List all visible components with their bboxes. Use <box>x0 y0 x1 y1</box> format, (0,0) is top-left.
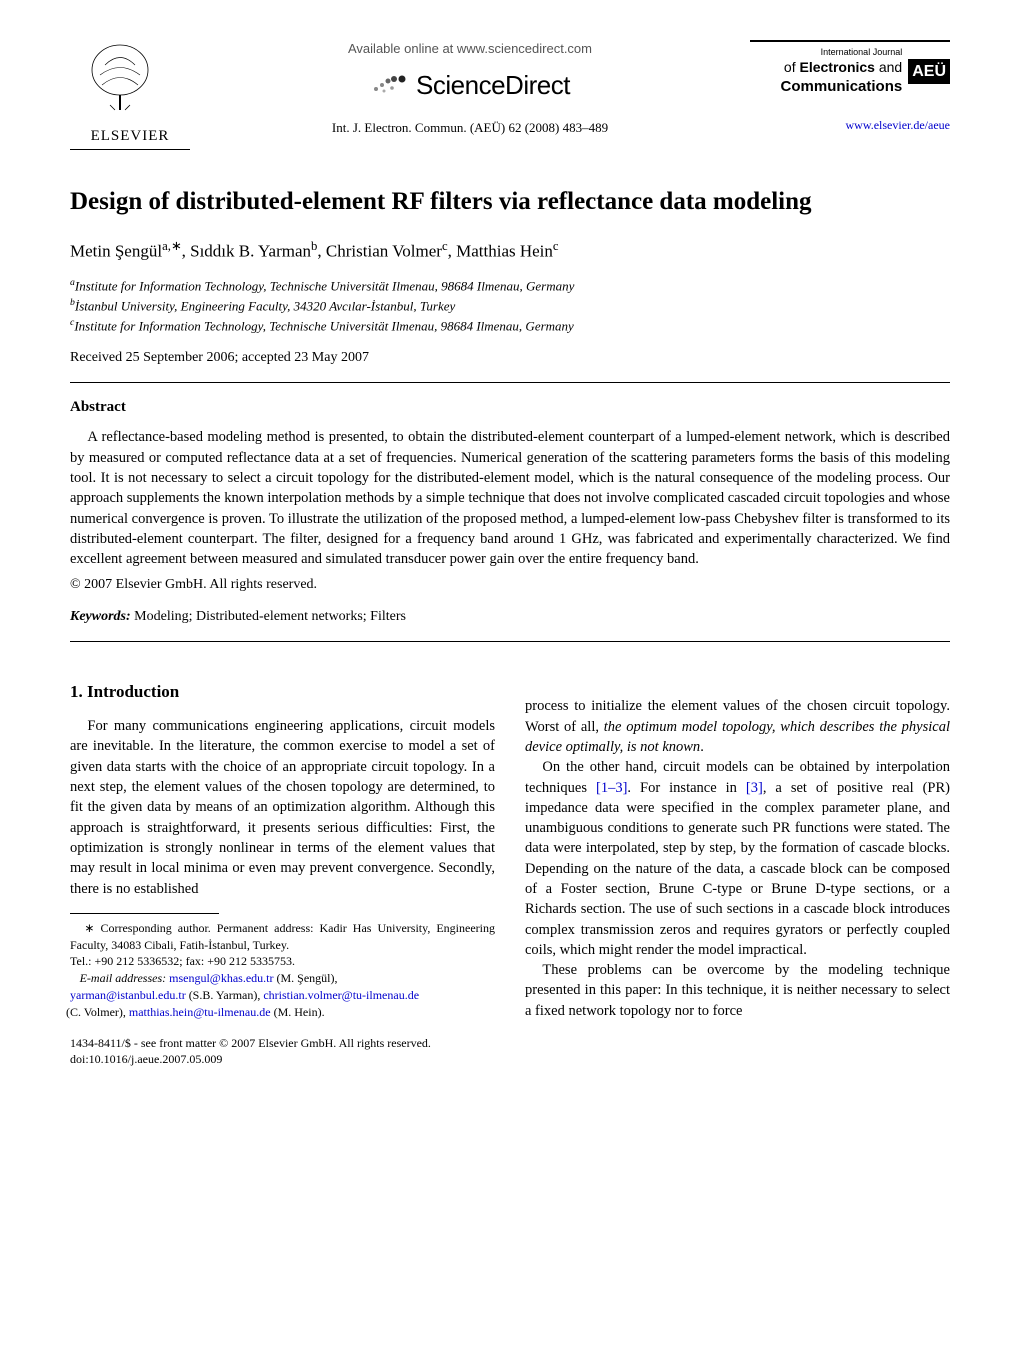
intro-paragraph-3: On the other hand, circuit models can be… <box>525 757 950 960</box>
keywords-line: Keywords: Modeling; Distributed-element … <box>70 608 950 627</box>
journal-url: www.elsevier.de/aeue <box>750 117 950 133</box>
email-link-1[interactable]: msengul@khas.edu.tr <box>169 971 273 985</box>
email-continuation: yarman@istanbul.edu.tr (S.B. Yarman), ch… <box>70 987 495 1004</box>
abstract-copyright: © 2007 Elsevier GmbH. All rights reserve… <box>70 576 950 595</box>
email-label: E-mail addresses: <box>80 971 167 985</box>
front-matter-line: 1434-8411/$ - see front matter © 2007 El… <box>70 1035 495 1052</box>
affiliation-a: aInstitute for Information Technology, T… <box>70 276 950 296</box>
doi-line: doi:10.1016/j.aeue.2007.05.009 <box>70 1051 495 1068</box>
abstract-text: A reflectance-based modeling method is p… <box>70 427 950 569</box>
sciencedirect-text: ScienceDirect <box>416 70 570 100</box>
footnote-separator <box>70 913 219 914</box>
sciencedirect-brand: ScienceDirect <box>190 68 750 105</box>
abstract-heading: Abstract <box>70 397 950 417</box>
aeu-badge: AEÜ <box>908 59 950 85</box>
intro-paragraph-1: For many communications engineering appl… <box>70 716 495 899</box>
body-columns: 1. Introduction For many communications … <box>70 650 950 1068</box>
corresponding-author-note: ∗ Corresponding author. Permanent addres… <box>70 920 495 954</box>
doi-block: 1434-8411/$ - see front matter © 2007 El… <box>70 1035 495 1069</box>
horizontal-rule <box>70 641 950 642</box>
tel-fax-note: Tel.: +90 212 5336532; fax: +90 212 5335… <box>70 953 495 970</box>
available-online-text: Available online at www.sciencedirect.co… <box>190 40 750 58</box>
left-column: 1. Introduction For many communications … <box>70 650 495 1068</box>
email-link-3[interactable]: christian.volmer@tu-ilmenau.de <box>263 988 419 1002</box>
journal-communications-label: Communications <box>781 77 903 97</box>
keywords-label: Keywords: <box>70 609 131 624</box>
intro-paragraph-2: process to initialize the element values… <box>525 696 950 757</box>
journal-intl-label: International Journal <box>781 46 903 58</box>
horizontal-rule <box>70 382 950 383</box>
section-heading-intro: 1. Introduction <box>70 680 495 704</box>
journal-electronics-label: of Electronics and <box>781 58 903 77</box>
email-link-4[interactable]: matthias.hein@tu-ilmenau.de <box>129 1005 271 1019</box>
publisher-block: ELSEVIER <box>70 40 190 150</box>
received-accepted-dates: Received 25 September 2006; accepted 23 … <box>70 349 950 368</box>
email-link-2[interactable]: yarman@istanbul.edu.tr <box>70 988 186 1002</box>
right-column: process to initialize the element values… <box>525 650 950 1068</box>
publisher-name: ELSEVIER <box>70 126 190 149</box>
journal-reference: Int. J. Electron. Commun. (AEÜ) 62 (2008… <box>190 119 750 137</box>
intro-paragraph-4: These problems can be overcome by the mo… <box>525 960 950 1021</box>
paper-title: Design of distributed-element RF filters… <box>70 185 950 219</box>
affiliation-c: cInstitute for Information Technology, T… <box>70 316 950 336</box>
journal-url-link[interactable]: www.elsevier.de/aeue <box>845 118 950 132</box>
header-center: Available online at www.sciencedirect.co… <box>190 40 750 137</box>
affiliation-b: bİstanbul University, Engineering Facult… <box>70 296 950 316</box>
ref-link-1-3[interactable]: [1–3] <box>596 780 627 796</box>
footnotes: ∗ Corresponding author. Permanent addres… <box>70 920 495 1021</box>
keywords-values: Modeling; Distributed-element networks; … <box>131 609 406 624</box>
email-addresses-note: E-mail addresses: msengul@khas.edu.tr (M… <box>70 970 495 987</box>
page-header: ELSEVIER Available online at www.science… <box>70 40 950 150</box>
sciencedirect-dots-icon <box>370 69 410 104</box>
elsevier-tree-icon <box>70 40 170 120</box>
email-continuation-2: (C. Volmer), matthias.hein@tu-ilmenau.de… <box>70 1004 495 1021</box>
journal-box: International Journal of Electronics and… <box>750 40 950 133</box>
affiliations: aInstitute for Information Technology, T… <box>70 276 950 335</box>
authors-line: Metin Şengüla,∗, Sıddık B. Yarmanb, Chri… <box>70 238 950 264</box>
ref-link-3[interactable]: [3] <box>746 780 763 796</box>
